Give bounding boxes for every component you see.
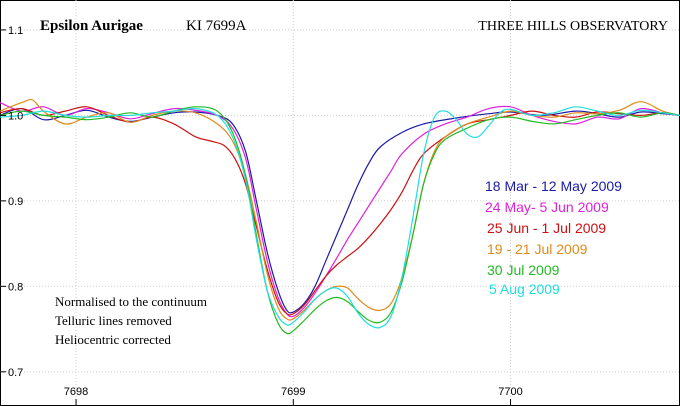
note-line: Normalised to the continuum	[55, 294, 207, 309]
legend: 18 Mar - 12 May 2009 24 May- 5 Jun 2009 …	[485, 178, 622, 297]
y-tick-label: 0.8	[8, 281, 23, 293]
series-lines	[0, 98, 680, 335]
legend-entry: 25 Jun - 1 Jul 2009	[487, 220, 606, 236]
y-tick-label: 1.1	[8, 25, 23, 37]
notes: Normalised to the continuum Telluric lin…	[55, 294, 207, 347]
observatory-label: THREE HILLS OBSERVATORY	[478, 19, 668, 34]
note-line: Telluric lines removed	[55, 313, 172, 328]
x-tick-label: 7699	[281, 386, 305, 398]
legend-entry: 30 Jul 2009	[487, 262, 560, 278]
x-tick-label: 7698	[64, 386, 88, 398]
star-name: Epsilon Aurigae	[40, 18, 143, 34]
legend-entry: 5 Aug 2009	[489, 281, 560, 297]
y-tick-label: 0.7	[8, 367, 23, 379]
legend-entry: 24 May- 5 Jun 2009	[485, 199, 609, 215]
note-line: Heliocentric corrected	[55, 332, 171, 347]
axis-ticks: 0.7 0.8 0.9 1.0 1.1 7698 7699 7700	[0, 25, 523, 406]
y-tick-label: 0.9	[8, 196, 23, 208]
series-line	[0, 106, 680, 329]
series-line	[0, 106, 680, 335]
x-tick-label: 7700	[498, 386, 522, 398]
line-label: KI 7699A	[186, 18, 247, 34]
legend-entry: 19 - 21 Jul 2009	[487, 241, 588, 257]
legend-entry: 18 Mar - 12 May 2009	[485, 178, 622, 194]
y-tick-label: 1.0	[8, 110, 23, 122]
